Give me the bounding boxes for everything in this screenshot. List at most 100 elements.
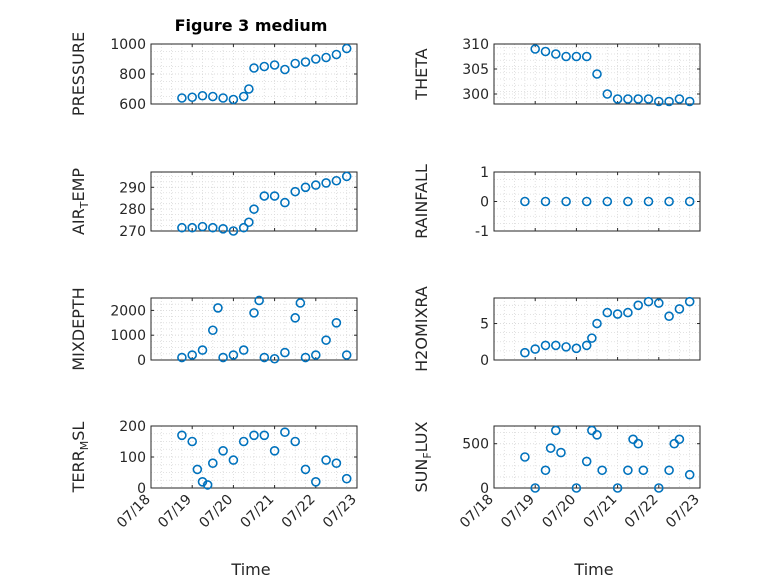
x-axis-label-left: Time [230, 560, 270, 579]
data-point [187, 92, 197, 103]
data-point [208, 325, 218, 336]
data-point [228, 94, 239, 105]
figure-title: Figure 3 medium [175, 16, 328, 35]
y-tick-label: 0 [480, 481, 489, 497]
data-point [300, 57, 311, 67]
data-point [638, 465, 649, 476]
data-point [653, 298, 664, 308]
data-point [269, 60, 280, 70]
data-point [177, 352, 187, 363]
data-point [550, 340, 561, 351]
y-axis-label: TERRMSL [69, 422, 91, 494]
data-point [633, 300, 644, 311]
y-tick-label: 280 [119, 202, 146, 218]
data-point [259, 191, 270, 201]
data-point [628, 434, 638, 445]
y-tick-label: 0 [137, 353, 146, 369]
data-point [653, 96, 664, 107]
data-point [249, 63, 259, 73]
data-point [269, 191, 280, 201]
data-point [208, 91, 218, 102]
data-point [238, 222, 249, 233]
data-point [530, 44, 541, 54]
data-point [571, 483, 582, 493]
data-point [612, 483, 623, 493]
subplot: 0 1000 2000 MIXDEPTH [69, 287, 358, 371]
data-point [331, 175, 342, 186]
data-point [550, 49, 561, 59]
subplot: 300 305 310 THETA [412, 37, 701, 107]
data-point [187, 222, 197, 233]
data-point [612, 94, 623, 104]
data-point [197, 90, 208, 101]
y-tick-label: 200 [119, 419, 146, 435]
data-point [213, 303, 223, 313]
y-axis-label: MIXDEPTH [69, 287, 88, 370]
data-point [520, 196, 530, 207]
data-point [228, 226, 239, 236]
data-point [177, 222, 187, 233]
data-point [561, 196, 571, 207]
y-tick-label: 100 [119, 450, 146, 466]
data-point [218, 224, 228, 234]
data-point [249, 308, 259, 318]
data-point [197, 345, 208, 355]
data-point [587, 425, 597, 436]
data-point [310, 350, 321, 360]
x-tick-label: 07/23 [663, 492, 703, 532]
data-point [674, 304, 685, 314]
data-point [674, 94, 685, 104]
data-point [581, 456, 592, 467]
data-point [254, 295, 264, 306]
data-point [259, 352, 270, 363]
data-point [290, 186, 301, 197]
data-point [280, 347, 290, 358]
data-point [228, 455, 239, 465]
data-point [581, 51, 592, 62]
y-tick-label: -1 [475, 224, 489, 240]
data-point [321, 455, 331, 465]
data-point [341, 171, 352, 182]
data-point [187, 350, 197, 360]
data-point [520, 452, 530, 462]
data-point [269, 353, 280, 364]
y-tick-label: 300 [462, 87, 489, 103]
data-point [633, 438, 644, 449]
axes-box [493, 425, 701, 489]
data-point [244, 217, 254, 228]
data-point [192, 464, 203, 475]
data-point [238, 436, 249, 447]
data-point [581, 340, 592, 351]
data-point [341, 350, 352, 360]
y-tick-label: 0 [480, 195, 489, 211]
data-point [597, 465, 607, 476]
data-point [623, 307, 633, 318]
data-point [295, 298, 306, 308]
y-tick-label: 1000 [110, 328, 146, 344]
data-point [540, 340, 551, 351]
subplot: 0 5 H2OMIXRA [412, 286, 701, 372]
axes-box [150, 171, 358, 232]
data-point [321, 52, 331, 63]
subplot: 0 100 200 07/18 07/19 07/20 07/21 07/22 07/23 TER… [69, 419, 360, 531]
data-point [664, 465, 674, 476]
data-point [238, 345, 249, 355]
data-point [623, 94, 633, 104]
data-point [612, 309, 623, 319]
y-tick-label: 600 [119, 97, 146, 113]
y-tick-label: 1 [480, 165, 489, 181]
data-point [331, 317, 342, 328]
data-point [300, 464, 311, 475]
data-point [208, 222, 218, 233]
data-point [341, 43, 352, 54]
data-point [177, 430, 187, 441]
data-point [684, 296, 695, 307]
y-axis-label: PRESSURE [69, 32, 88, 116]
data-point [238, 91, 249, 102]
data-point [218, 445, 228, 456]
data-point [202, 480, 213, 490]
data-point [269, 445, 280, 456]
data-point [187, 436, 197, 447]
data-point [259, 61, 270, 72]
